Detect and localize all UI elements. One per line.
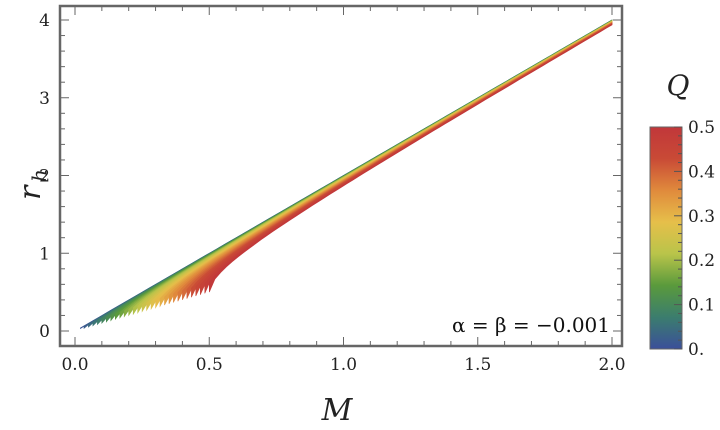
- q-band: [186, 22, 613, 299]
- horizon-radius-region: [80, 19, 613, 330]
- colorbar-tick-label: 0.3: [688, 207, 715, 227]
- colorbar-tick-label: 0.1: [688, 296, 715, 316]
- q-band: [191, 22, 613, 298]
- parameter-annotation: α = β = −0.001: [452, 313, 610, 337]
- y-tick-label: 0: [39, 322, 50, 342]
- q-band: [177, 22, 613, 302]
- y-tick-label: 2: [39, 167, 50, 187]
- colorbar-gradient: [649, 126, 683, 350]
- x-axis: 0.0 0.5 1.0 1.5 2.0: [61, 6, 626, 375]
- y-tick-label: 3: [39, 89, 50, 109]
- x-tick-label: 1.5: [464, 355, 491, 375]
- y-axis: 0 1 2 3 4: [39, 11, 622, 342]
- y-tick-label: 4: [39, 11, 50, 31]
- q-band: [182, 22, 613, 301]
- colorbar-tick-label: 0.4: [688, 162, 715, 182]
- q-band: [195, 23, 613, 297]
- x-tick-label: 2.0: [598, 355, 625, 375]
- x-tick-label: 0.0: [61, 355, 88, 375]
- y-axis-title-subscript: h: [27, 169, 51, 182]
- q-band: [173, 21, 613, 303]
- colorbar: Q 0. 0.1 0.2 0.3 0.4 0.5: [649, 69, 715, 360]
- x-axis-title: M: [321, 393, 354, 428]
- q-band: [204, 23, 613, 294]
- colorbar-tick-label: 0.2: [688, 251, 715, 271]
- colorbar-tick-label: 0.5: [688, 118, 715, 138]
- x-tick-label: 1.0: [330, 355, 357, 375]
- y-tick-label: 1: [39, 244, 50, 264]
- x-tick-label: 0.5: [196, 355, 223, 375]
- q-band: [209, 24, 613, 293]
- y-axis-title-main: r: [13, 184, 48, 200]
- y-axis-title: r h: [13, 169, 51, 200]
- colorbar-tick-label: 0.: [688, 340, 704, 360]
- colorbar-title: Q: [667, 69, 690, 102]
- q-band: [200, 23, 613, 295]
